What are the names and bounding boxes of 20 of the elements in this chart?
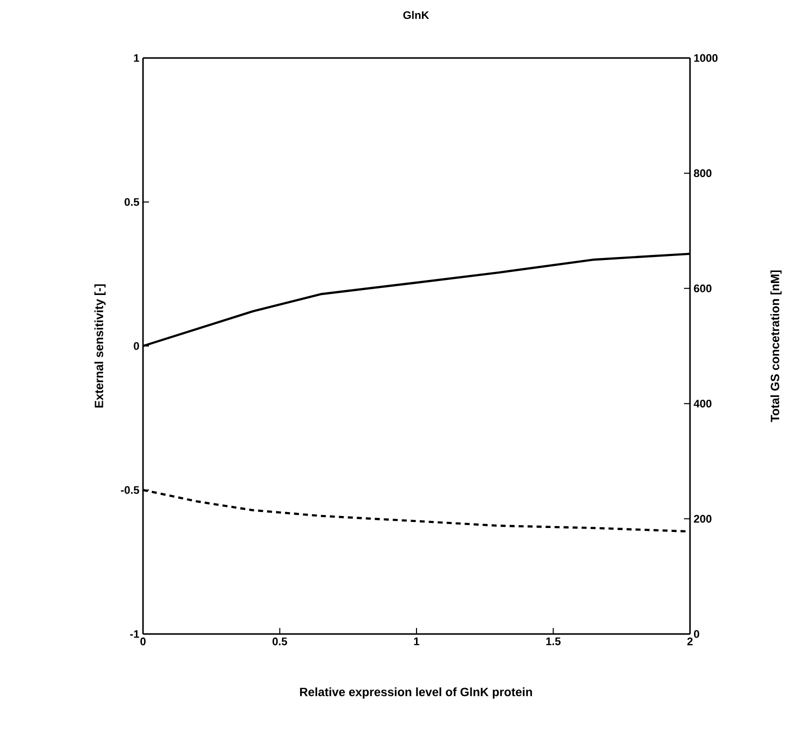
x-tick-label: 2: [687, 638, 693, 646]
x-tick-label: 1.5: [546, 638, 561, 646]
y2-tick-label: 200: [694, 514, 712, 523]
x-tick-label: 1: [414, 638, 420, 646]
y2-tick-label: 1000: [694, 54, 718, 62]
y-axis-title: External sensitivity [-]: [94, 284, 106, 408]
y-tick-label: 0.5: [124, 198, 140, 206]
y2-tick-label: 400: [694, 400, 712, 408]
y2-axis-title: Total GS concetration [nM]: [770, 270, 782, 422]
y2-tick-label: 600: [694, 284, 712, 292]
chart-title: GlnK: [403, 10, 430, 20]
y-tick-label: 1: [134, 54, 140, 62]
x-tick-label: 0.5: [272, 638, 288, 646]
x-tick-label: 0: [140, 638, 146, 646]
y2-tick-label: 0: [694, 630, 700, 638]
y2-tick-label: 800: [694, 169, 712, 178]
y-tick-label: -1: [130, 630, 140, 638]
y-tick-label: 0: [134, 342, 140, 350]
x-axis-title: Relative expression level of GlnK protein: [300, 687, 532, 699]
y-tick-label: -0.5: [120, 486, 140, 494]
